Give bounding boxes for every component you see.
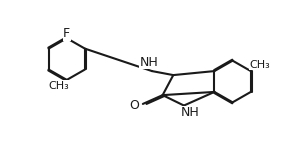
- Text: CH₃: CH₃: [250, 60, 270, 70]
- Text: NH: NH: [181, 106, 199, 119]
- Text: O: O: [129, 99, 139, 112]
- Text: NH: NH: [140, 56, 158, 69]
- Text: CH₃: CH₃: [49, 81, 70, 90]
- Text: F: F: [63, 27, 70, 40]
